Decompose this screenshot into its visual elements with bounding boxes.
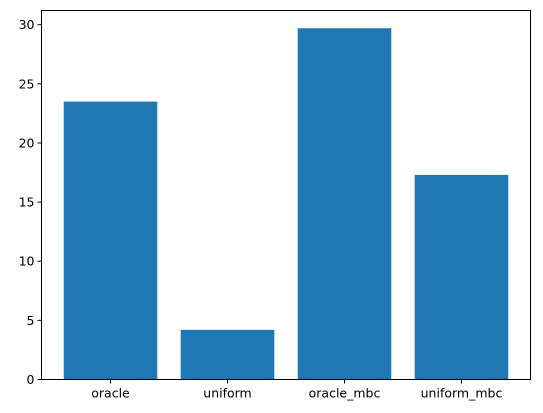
bar-oracle-mbc	[297, 28, 392, 380]
x-tick-label: uniform_mbc	[421, 386, 503, 401]
bars-group	[63, 28, 509, 380]
y-tick-label: 0	[27, 372, 35, 387]
y-ticks-group: 0 5 10 15 20 25 30	[19, 17, 42, 387]
bar-uniform-mbc	[414, 174, 509, 380]
x-ticks-group: oracle uniform oracle_mbc uniform_mbc	[91, 379, 503, 401]
bar-uniform	[180, 329, 275, 380]
y-tick-label: 20	[19, 135, 35, 150]
y-tick-label: 15	[19, 195, 35, 210]
x-tick-label: oracle	[91, 386, 130, 401]
x-tick-label: uniform	[203, 386, 251, 401]
y-tick-label: 10	[19, 254, 35, 269]
plot-frame	[41, 10, 531, 380]
y-tick-label: 5	[27, 313, 35, 328]
y-tick-label: 30	[19, 17, 35, 32]
x-tick-label: oracle_mbc	[309, 386, 381, 401]
y-tick-label: 25	[19, 76, 35, 91]
bar-oracle	[63, 101, 158, 380]
